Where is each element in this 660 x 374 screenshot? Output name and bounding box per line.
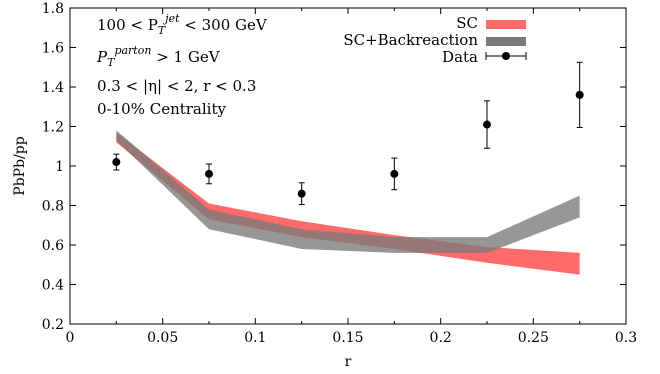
y-tick-label: 0.6 <box>42 238 64 254</box>
x-tick-label: 0.15 <box>332 330 363 346</box>
x-axis-label: r <box>345 354 352 370</box>
annotation-jet-pt-range: 100 < PTjet < 300 GeV <box>97 12 268 37</box>
legend-label-data: Data <box>442 48 478 66</box>
annotation-block: 100 < PTjet < 300 GeV PTparton > 1 GeV 0… <box>96 12 268 118</box>
bands-layer <box>116 130 580 275</box>
x-tick-label: 0.2 <box>430 330 452 346</box>
legend: SC SC+Backreaction Data <box>343 14 527 66</box>
x-tick-label: 0 <box>66 330 75 346</box>
y-tick-label: 1.6 <box>42 41 64 57</box>
y-tick-label: 0.8 <box>42 199 64 215</box>
data-points-layer <box>112 61 584 206</box>
data-point <box>575 61 584 128</box>
data-point-marker <box>205 169 213 178</box>
legend-label-sc: SC <box>456 14 478 32</box>
data-point-marker <box>112 158 121 167</box>
data-point-marker <box>297 189 306 198</box>
x-tick-label: 0.3 <box>615 330 637 346</box>
band-sc-backreaction <box>116 130 580 253</box>
annotation-eta-r-range: 0.3 < |η| < 2, r < 0.3 <box>97 77 256 95</box>
data-point <box>297 182 306 206</box>
legend-swatch-data <box>485 52 527 60</box>
legend-swatch-sc-backreaction <box>486 37 526 46</box>
legend-swatch-sc <box>486 20 526 29</box>
data-point-marker <box>390 169 399 178</box>
y-tick-label: 0.2 <box>42 317 64 333</box>
data-point-marker <box>483 120 491 129</box>
y-tick-label: 1.4 <box>42 80 64 96</box>
y-tick-label: 1 <box>55 159 64 175</box>
legend-label-sc-backreaction: SC+Backreaction <box>343 31 478 49</box>
data-point <box>390 157 399 191</box>
x-tick-label: 0.1 <box>244 330 266 346</box>
x-tick-label: 0.25 <box>518 330 549 346</box>
y-tick-label: 1.2 <box>42 120 64 136</box>
data-point <box>205 163 213 185</box>
y-tick-label: 1.8 <box>42 1 64 17</box>
ticks-layer: 0 0.05 0.1 0.15 0.2 0.25 0.3 0.2 0.4 0.6 0.8 1 1.2 1.… <box>42 1 637 346</box>
y-axis-label: PbPb/pp <box>12 136 28 195</box>
data-point <box>112 153 121 171</box>
y-tick-label: 0.4 <box>42 278 64 294</box>
annotation-parton-pt-cut: PTparton > 1 GeV <box>96 44 221 69</box>
data-point-marker <box>575 90 584 99</box>
annotation-centrality: 0-10% Centrality <box>97 100 226 118</box>
x-tick-label: 0.05 <box>147 330 178 346</box>
band-sc <box>116 132 580 275</box>
data-point <box>483 100 491 149</box>
